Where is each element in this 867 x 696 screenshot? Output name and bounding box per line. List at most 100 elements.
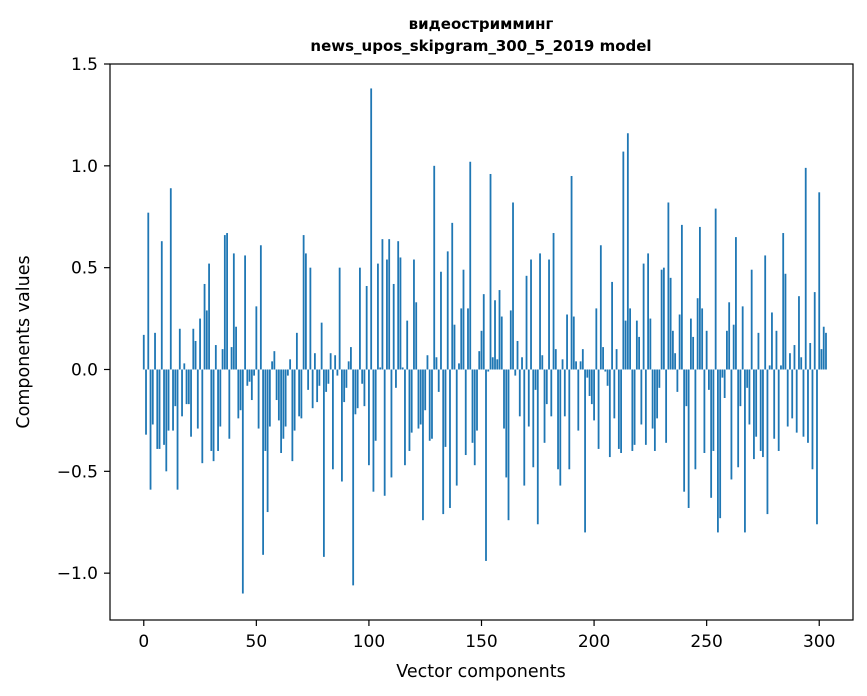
- plot-frame: [109, 63, 854, 621]
- bar-221: [640, 369, 643, 425]
- bar-211: [617, 369, 620, 449]
- bar-199: [590, 369, 593, 405]
- bar-270: [750, 269, 753, 370]
- bar-237: [676, 369, 679, 392]
- bar-254: [714, 208, 717, 370]
- bar-193: [577, 369, 580, 431]
- bar-184: [557, 369, 559, 470]
- y-axis-ticks: −1.0 −0.5 0.0 0.5 1.0 1.5: [57, 55, 110, 584]
- bar-41: [235, 326, 237, 370]
- bar-124: [422, 369, 424, 521]
- bar-100: [368, 369, 370, 466]
- bar-244: [692, 336, 695, 370]
- bar-172: [530, 259, 532, 370]
- y-tick-label: 0.0: [71, 360, 98, 380]
- bar-143: [464, 369, 467, 456]
- bar-156: [494, 300, 496, 370]
- bar-286: [786, 369, 789, 427]
- bar-36: [223, 235, 226, 370]
- x-tick-label: 0: [138, 632, 149, 652]
- bars-group: [142, 88, 827, 594]
- bar-302: [822, 326, 825, 370]
- bar-81: [325, 369, 328, 392]
- bar-42: [237, 369, 240, 419]
- bar-295: [807, 369, 809, 443]
- bar-74: [309, 267, 312, 370]
- bar-245: [694, 369, 697, 470]
- bar-80: [322, 369, 325, 557]
- y-tick-label: −0.5: [57, 462, 98, 482]
- bar-209: [613, 369, 616, 419]
- bar-218: [633, 369, 636, 445]
- bar-175: [536, 369, 539, 525]
- bar-157: [496, 359, 499, 370]
- bar-109: [388, 239, 391, 370]
- bar-89: [343, 369, 346, 403]
- bar-132: [440, 271, 442, 370]
- bar-188: [566, 314, 568, 370]
- bar-2: [147, 212, 150, 370]
- bar-203: [599, 245, 602, 370]
- bar-65: [289, 359, 292, 370]
- bar-195: [581, 349, 584, 370]
- bar-282: [777, 369, 780, 451]
- bar-28: [205, 310, 208, 370]
- bar-300: [818, 192, 821, 370]
- bar-87: [338, 267, 341, 370]
- bar-104: [377, 263, 379, 370]
- bar-139: [455, 369, 458, 486]
- bar-115: [401, 367, 404, 370]
- bar-94: [354, 369, 357, 415]
- bar-261: [730, 369, 733, 480]
- bar-7: [158, 369, 161, 449]
- bar-59: [275, 369, 278, 401]
- bar-294: [804, 167, 807, 370]
- bar-54: [264, 369, 267, 451]
- bar-12: [169, 188, 172, 370]
- bar-88: [341, 369, 343, 482]
- bar-11: [167, 369, 170, 431]
- bar-46: [246, 369, 249, 386]
- bar-171: [527, 369, 530, 427]
- bar-83: [329, 353, 332, 370]
- bar-152: [485, 369, 487, 561]
- bar-78: [318, 369, 321, 386]
- chart-title-line-2: news_upos_skipgram_300_5_2019 model: [310, 37, 651, 55]
- bar-15: [176, 369, 179, 490]
- bar-97: [361, 369, 364, 384]
- bar-102: [372, 369, 375, 492]
- bar-212: [620, 369, 622, 453]
- bar-120: [413, 259, 415, 370]
- bar-228: [656, 369, 659, 419]
- x-axis-ticks: 0 50 100 150 200 250 300: [138, 620, 835, 652]
- bar-118: [408, 369, 411, 451]
- bar-263: [735, 237, 737, 370]
- bar-231: [662, 267, 665, 370]
- bar-30: [210, 369, 213, 451]
- bar-232: [665, 369, 668, 443]
- bar-17: [181, 369, 183, 417]
- bar-79: [320, 322, 323, 370]
- bar-1: [145, 369, 147, 435]
- bar-34: [219, 369, 222, 427]
- bar-290: [795, 369, 798, 433]
- bar-140: [458, 363, 460, 370]
- bar-279: [771, 312, 773, 370]
- bar-196: [584, 369, 586, 533]
- bar-73: [307, 369, 310, 390]
- bar-247: [699, 226, 701, 370]
- bar-159: [500, 316, 503, 370]
- bar-40: [232, 253, 235, 370]
- bar-253: [712, 369, 715, 451]
- bar-71: [302, 235, 305, 370]
- bar-130: [435, 357, 438, 370]
- bar-249: [703, 369, 706, 453]
- bar-271: [753, 369, 755, 460]
- bar-246: [696, 298, 699, 370]
- bar-190: [570, 176, 573, 370]
- bar-303: [825, 332, 827, 370]
- bar-38: [228, 369, 231, 439]
- bar-287: [789, 353, 791, 370]
- bar-281: [775, 330, 778, 370]
